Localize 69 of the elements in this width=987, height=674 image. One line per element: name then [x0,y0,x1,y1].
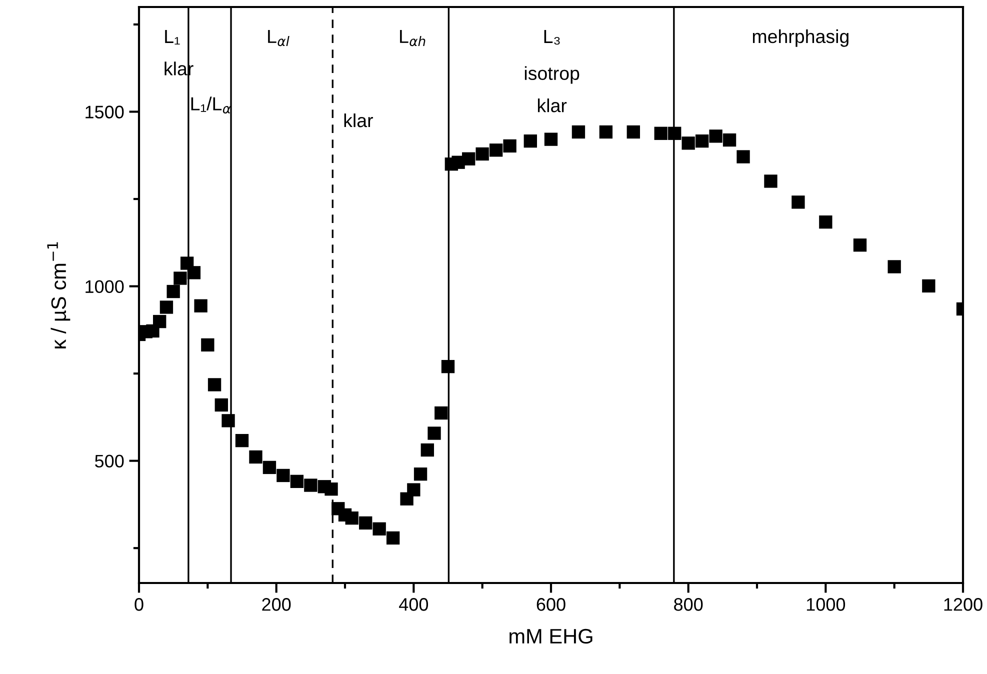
point [441,360,455,374]
y-tick-label: 1500 [86,106,124,118]
point [722,133,736,147]
point [345,511,358,525]
point [194,299,208,312]
point [489,144,503,157]
annotation: isotrop [524,66,580,84]
point [208,378,222,392]
point [668,126,682,140]
point [420,443,434,457]
point [201,338,214,352]
point [276,468,290,482]
point [819,215,832,229]
point [174,272,187,285]
annotation: L$_{αl}$ [268,30,290,46]
annotation: L$_{αh}$ [400,30,426,46]
x-axis-title: mM EHG [510,628,592,644]
point [187,266,201,280]
annotation: klar [344,113,373,128]
point [414,467,428,481]
point [372,522,386,536]
point [359,516,372,530]
x-tick-label: 0 [134,598,144,611]
point [160,300,174,314]
point [324,482,338,496]
point [476,147,489,161]
point [262,460,276,474]
y-axis-title: κ / µS cm$^{−1}$ [47,242,70,348]
point [386,531,400,545]
point [764,174,778,188]
annotation: L₁ [165,30,180,45]
x-tick-label: 200 [262,598,291,611]
point [599,125,613,139]
point [736,150,750,164]
point [434,406,448,420]
point [922,279,936,293]
point [304,478,318,492]
point [524,134,537,148]
point [626,125,640,139]
point [792,196,805,209]
x-tick-label: 1000 [806,598,846,611]
point [222,414,235,428]
x-tick-label: 800 [674,598,703,611]
y-tick-label: 1000 [86,280,124,293]
point [654,126,668,140]
point [572,125,586,139]
point [853,238,867,252]
x-tick-label: 600 [536,598,566,611]
point [462,152,476,166]
x-tick-label: 1200 [944,598,982,611]
point [888,260,901,274]
y-tick-label: 500 [95,454,124,468]
annotation: mehrphasig [752,29,848,47]
point [290,474,304,488]
point [503,139,516,153]
point [214,398,228,412]
point [249,450,262,464]
point [682,136,695,150]
point [166,284,180,298]
point [695,134,709,148]
point [235,434,249,448]
annotation: L₃ [544,30,560,45]
point [544,132,558,146]
point [428,426,441,440]
point [153,314,166,328]
x-tick-label: 400 [399,598,428,611]
point [709,130,722,143]
annotation: klar [538,98,567,112]
point [407,483,420,496]
